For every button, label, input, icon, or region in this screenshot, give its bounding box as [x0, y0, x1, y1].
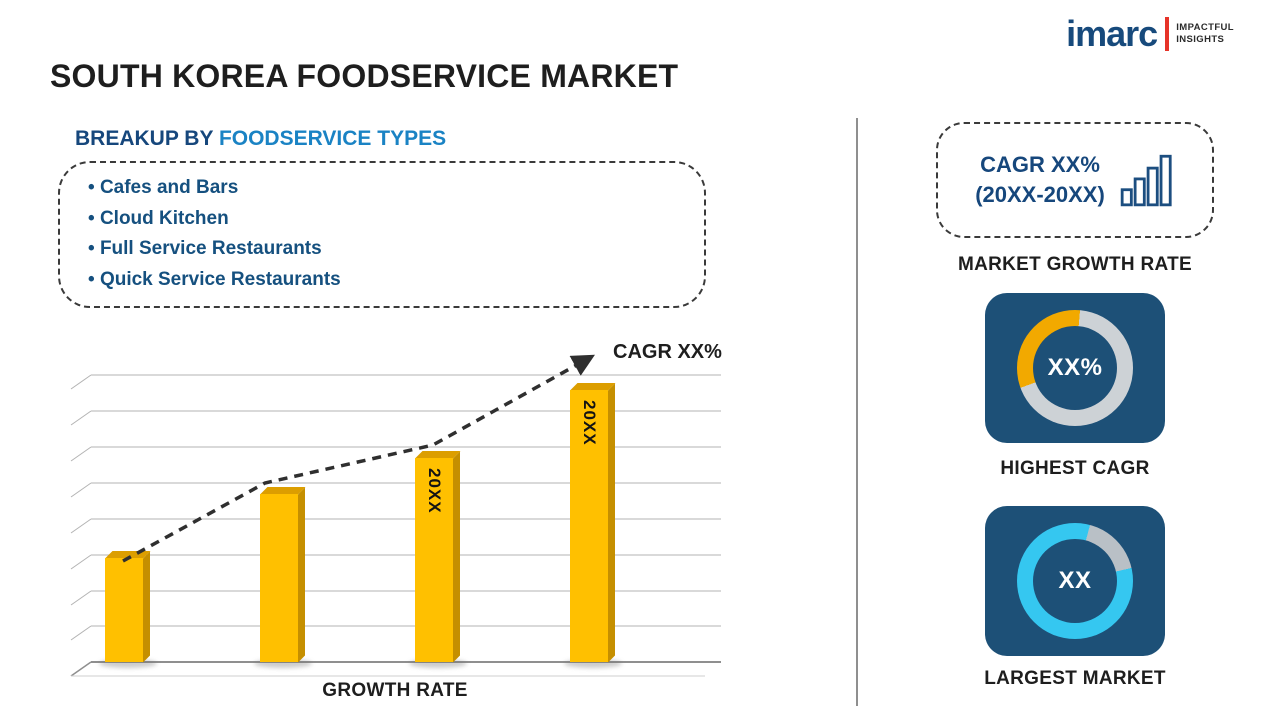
logo-brand-text: imarc	[1066, 13, 1158, 54]
bar-shadow	[409, 659, 467, 668]
largest-market-donut: XX	[1017, 523, 1133, 639]
cagr-card-line1: CAGR XX%	[980, 152, 1100, 178]
types-list: Cafes and BarsCloud KitchenFull Service …	[88, 173, 694, 295]
chart-x-axis-label: GROWTH RATE	[322, 680, 468, 701]
type-item: Quick Service Restaurants	[88, 265, 694, 296]
foodservice-types-box: Cafes and BarsCloud KitchenFull Service …	[58, 161, 706, 308]
page-title: SOUTH KOREA FOODSERVICE MARKET	[50, 58, 679, 94]
bar-shadow	[254, 659, 312, 668]
bar-2	[260, 494, 298, 662]
logo-red-divider	[1165, 17, 1170, 51]
logo-tagline-line2: INSIGHTS	[1176, 34, 1225, 45]
logo-tagline-line1: IMPACTFUL	[1176, 21, 1234, 33]
highest-cagr-value: XX%	[1047, 354, 1103, 381]
cagr-card-line2: (20XX-20XX)	[975, 182, 1105, 207]
cagr-card-text: CAGR XX% (20XX-20XX)	[975, 150, 1105, 209]
bar-shadow	[99, 659, 157, 668]
growth-rate-chart: 20XX 20XX CAGR XX%	[65, 335, 725, 680]
type-item: Full Service Restaurants	[88, 234, 694, 265]
market-growth-rate-label: MARKET GROWTH RATE	[957, 254, 1193, 275]
chart-cagr-label: CAGR XX%	[613, 341, 722, 363]
breakup-heading-highlight: FOODSERVICE TYPES	[218, 127, 447, 150]
cagr-card: CAGR XX% (20XX-20XX)	[936, 122, 1214, 238]
type-item: Cloud Kitchen	[88, 204, 694, 235]
bar-shadow	[564, 659, 622, 668]
ascending-bars-icon	[1120, 154, 1172, 207]
breakup-heading-prefix: BREAKUP BY	[75, 127, 219, 150]
highest-cagr-tile: XX%	[985, 293, 1165, 443]
section-divider	[856, 118, 858, 706]
bar-3: 20XX	[415, 458, 453, 662]
bar-year-label: 20XX	[580, 400, 599, 446]
largest-market-tile: XX	[985, 506, 1165, 656]
breakup-heading: BREAKUP BY FOODSERVICE TYPES	[75, 127, 446, 151]
largest-market-value: XX	[1058, 567, 1092, 594]
bar-year-label: 20XX	[425, 468, 444, 514]
type-item: Cafes and Bars	[88, 173, 694, 204]
largest-market-label: LARGEST MARKET	[984, 668, 1166, 689]
imarc-logo: imarc IMPACTFUL INSIGHTS	[1066, 16, 1234, 52]
bar-4: 20XX	[570, 390, 608, 662]
bars-layer: 20XX 20XX	[65, 335, 725, 680]
highest-cagr-label: HIGHEST CAGR	[1000, 458, 1150, 479]
logo-tagline: IMPACTFUL INSIGHTS	[1176, 22, 1234, 47]
highest-cagr-donut: XX%	[1017, 310, 1133, 426]
bar-1	[105, 558, 143, 662]
